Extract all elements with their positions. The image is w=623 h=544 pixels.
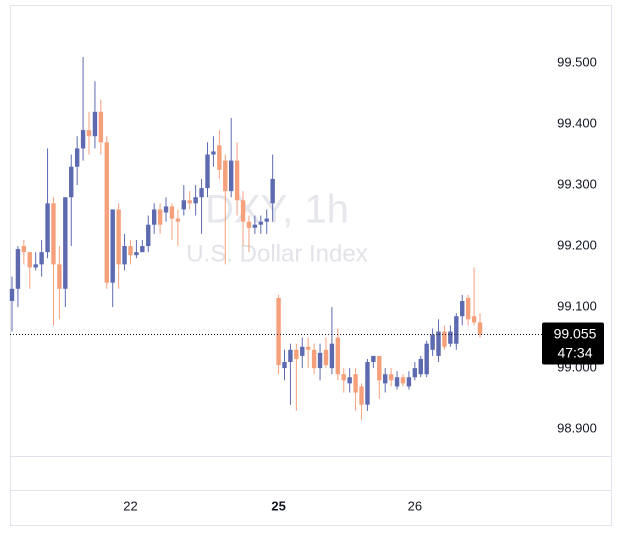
candle-body [371,355,376,363]
candle-body [175,218,181,222]
candle-body [388,374,394,381]
candle-body [477,322,483,335]
candle-body [104,142,109,283]
candle-body [69,166,74,198]
candle-body [45,203,50,253]
candle-body [270,178,275,204]
candle-body [74,148,80,167]
candle-body [234,160,240,201]
y-tick-label: 99.300 [557,176,597,191]
candle-body [335,337,341,375]
candle-body [282,362,287,369]
candle-body [418,358,423,375]
candle-body [347,377,352,384]
candle-body [128,246,133,256]
candle-body [424,343,429,375]
candle-body [63,197,68,289]
candle-body [217,145,222,170]
y-tick-label: 98.900 [557,421,597,436]
candle-body [39,252,44,265]
candle-body [329,343,335,369]
candle-body [442,331,447,347]
x-tick-label: 26 [408,498,422,513]
candle-body [258,221,264,225]
candle-body [116,209,121,265]
candle-body [240,200,246,222]
candle-body [377,355,382,381]
candle-body [383,374,388,384]
candle-body [353,374,358,393]
candle-body [400,377,406,384]
candle-body [157,209,163,225]
candle-body [211,151,216,155]
y-tick-label: 99.100 [557,299,597,314]
candle-body [311,349,317,369]
candle-body [122,246,127,265]
candle-body [294,349,299,359]
candle-body [9,288,15,301]
countdown-label: 47:34 [557,344,592,360]
candle-body [15,249,21,289]
candle-body [471,316,477,323]
watermark-title: DXY, 1h [205,188,349,232]
candle-body [33,264,38,268]
y-tick-label: 99.500 [557,54,597,69]
candle-body [57,264,62,289]
candle-body [163,206,169,213]
candle-body [27,252,32,268]
candle-body [323,349,329,366]
candle-body [140,246,145,253]
chart-frame [10,5,612,526]
candle-body [436,331,441,356]
candle-body [465,297,471,320]
candle-body [252,224,258,228]
candle-body [394,377,400,387]
candle-body [365,362,370,405]
candle-body [21,246,27,253]
y-tick-label: 99.400 [557,115,597,130]
candle-body [110,209,115,283]
candle-body [92,111,98,137]
y-tick-label: 99.200 [557,237,597,252]
candle-body [223,160,228,192]
candle-body [246,221,252,228]
candle-body [454,316,459,344]
candle-body [359,386,364,405]
candle-body [199,188,204,198]
candle-body [300,346,305,356]
candle-body [341,374,346,381]
candle-body [317,352,323,369]
candle-body [205,154,210,189]
candle-body [288,349,293,363]
candle-body [306,346,311,350]
candle-body [412,368,418,378]
candle-body [460,300,465,317]
candle-body [193,197,198,204]
candle-body [181,200,186,210]
candle-body [134,252,139,256]
candle-body [430,334,435,350]
candle-body [264,218,269,222]
candle-body [187,200,192,204]
candle-body [448,331,453,344]
candle-body [51,203,56,265]
candle-body [228,160,234,192]
candle-body [86,130,92,137]
x-tick-label: 22 [123,498,137,513]
candle-body [169,206,175,219]
candle-body [98,111,104,143]
candle-body [146,224,151,247]
candle-body [276,297,281,366]
last-price-box [542,322,604,365]
candle-body [80,130,86,149]
watermark-subtitle: U.S. Dollar Index [186,240,367,267]
candle-body [151,209,157,225]
candle-body [406,377,412,387]
x-tick-label: 25 [271,498,285,513]
last-price-label: 99.055 [554,325,597,341]
